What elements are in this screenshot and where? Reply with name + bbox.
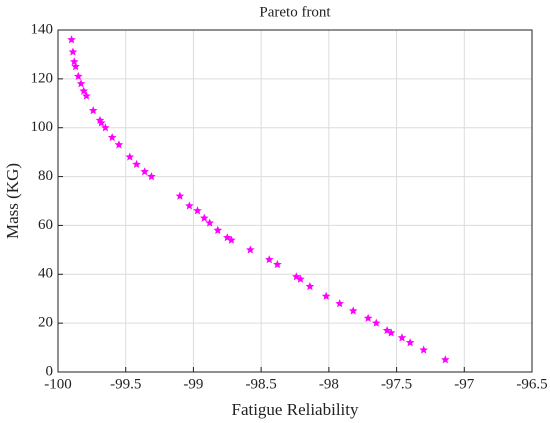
y-tick-label: 80 (38, 168, 53, 184)
point (397, 333, 407, 342)
point (88, 106, 98, 115)
x-axis-label: Fatigue Reliability (231, 400, 359, 419)
point (199, 213, 209, 222)
point (441, 355, 450, 364)
point (419, 345, 428, 354)
y-tick-label: 140 (31, 21, 54, 37)
point (213, 225, 223, 234)
point (74, 71, 83, 81)
chart-title: Pareto front (259, 4, 331, 20)
point (273, 260, 282, 269)
point (321, 291, 331, 300)
y-tick-label: 100 (31, 119, 54, 135)
point (82, 91, 91, 100)
x-tick-label: -98 (319, 376, 339, 392)
point (71, 62, 80, 71)
y-tick-label: 40 (38, 266, 53, 282)
point (67, 35, 76, 44)
y-tick-label: 20 (38, 315, 53, 331)
point (147, 172, 156, 181)
point (97, 118, 106, 127)
x-tick-label: -99 (183, 376, 203, 392)
y-tick-label: 60 (38, 217, 53, 233)
x-tick-label: -98.5 (246, 376, 277, 392)
point (185, 201, 194, 210)
point (386, 328, 396, 337)
point (68, 47, 78, 56)
y-tick-label: 0 (46, 363, 54, 379)
point (296, 274, 305, 283)
point (69, 57, 79, 66)
point (107, 132, 117, 142)
point (246, 245, 255, 254)
point (125, 152, 135, 161)
point (405, 338, 415, 347)
x-tick-label: -97 (454, 376, 474, 392)
point (227, 235, 236, 244)
point (140, 167, 149, 176)
point (305, 282, 315, 291)
point (76, 79, 86, 88)
point (348, 306, 358, 315)
point (114, 140, 124, 149)
point (335, 299, 344, 308)
x-tick-label: -97.5 (381, 376, 412, 392)
point (264, 255, 274, 264)
point (371, 318, 381, 327)
x-tick-label: -96.5 (516, 376, 547, 392)
point (132, 159, 141, 168)
point (193, 206, 202, 215)
x-tick-label: -99.5 (110, 376, 141, 392)
y-axis-label: Mass (KG) (3, 163, 22, 239)
point (205, 218, 214, 227)
plot-frame (57, 29, 533, 373)
point (101, 123, 110, 132)
point (175, 191, 185, 200)
point (79, 86, 89, 95)
point (363, 313, 373, 322)
x-tick-label: -100 (44, 376, 72, 392)
y-tick-label: 120 (31, 70, 54, 86)
